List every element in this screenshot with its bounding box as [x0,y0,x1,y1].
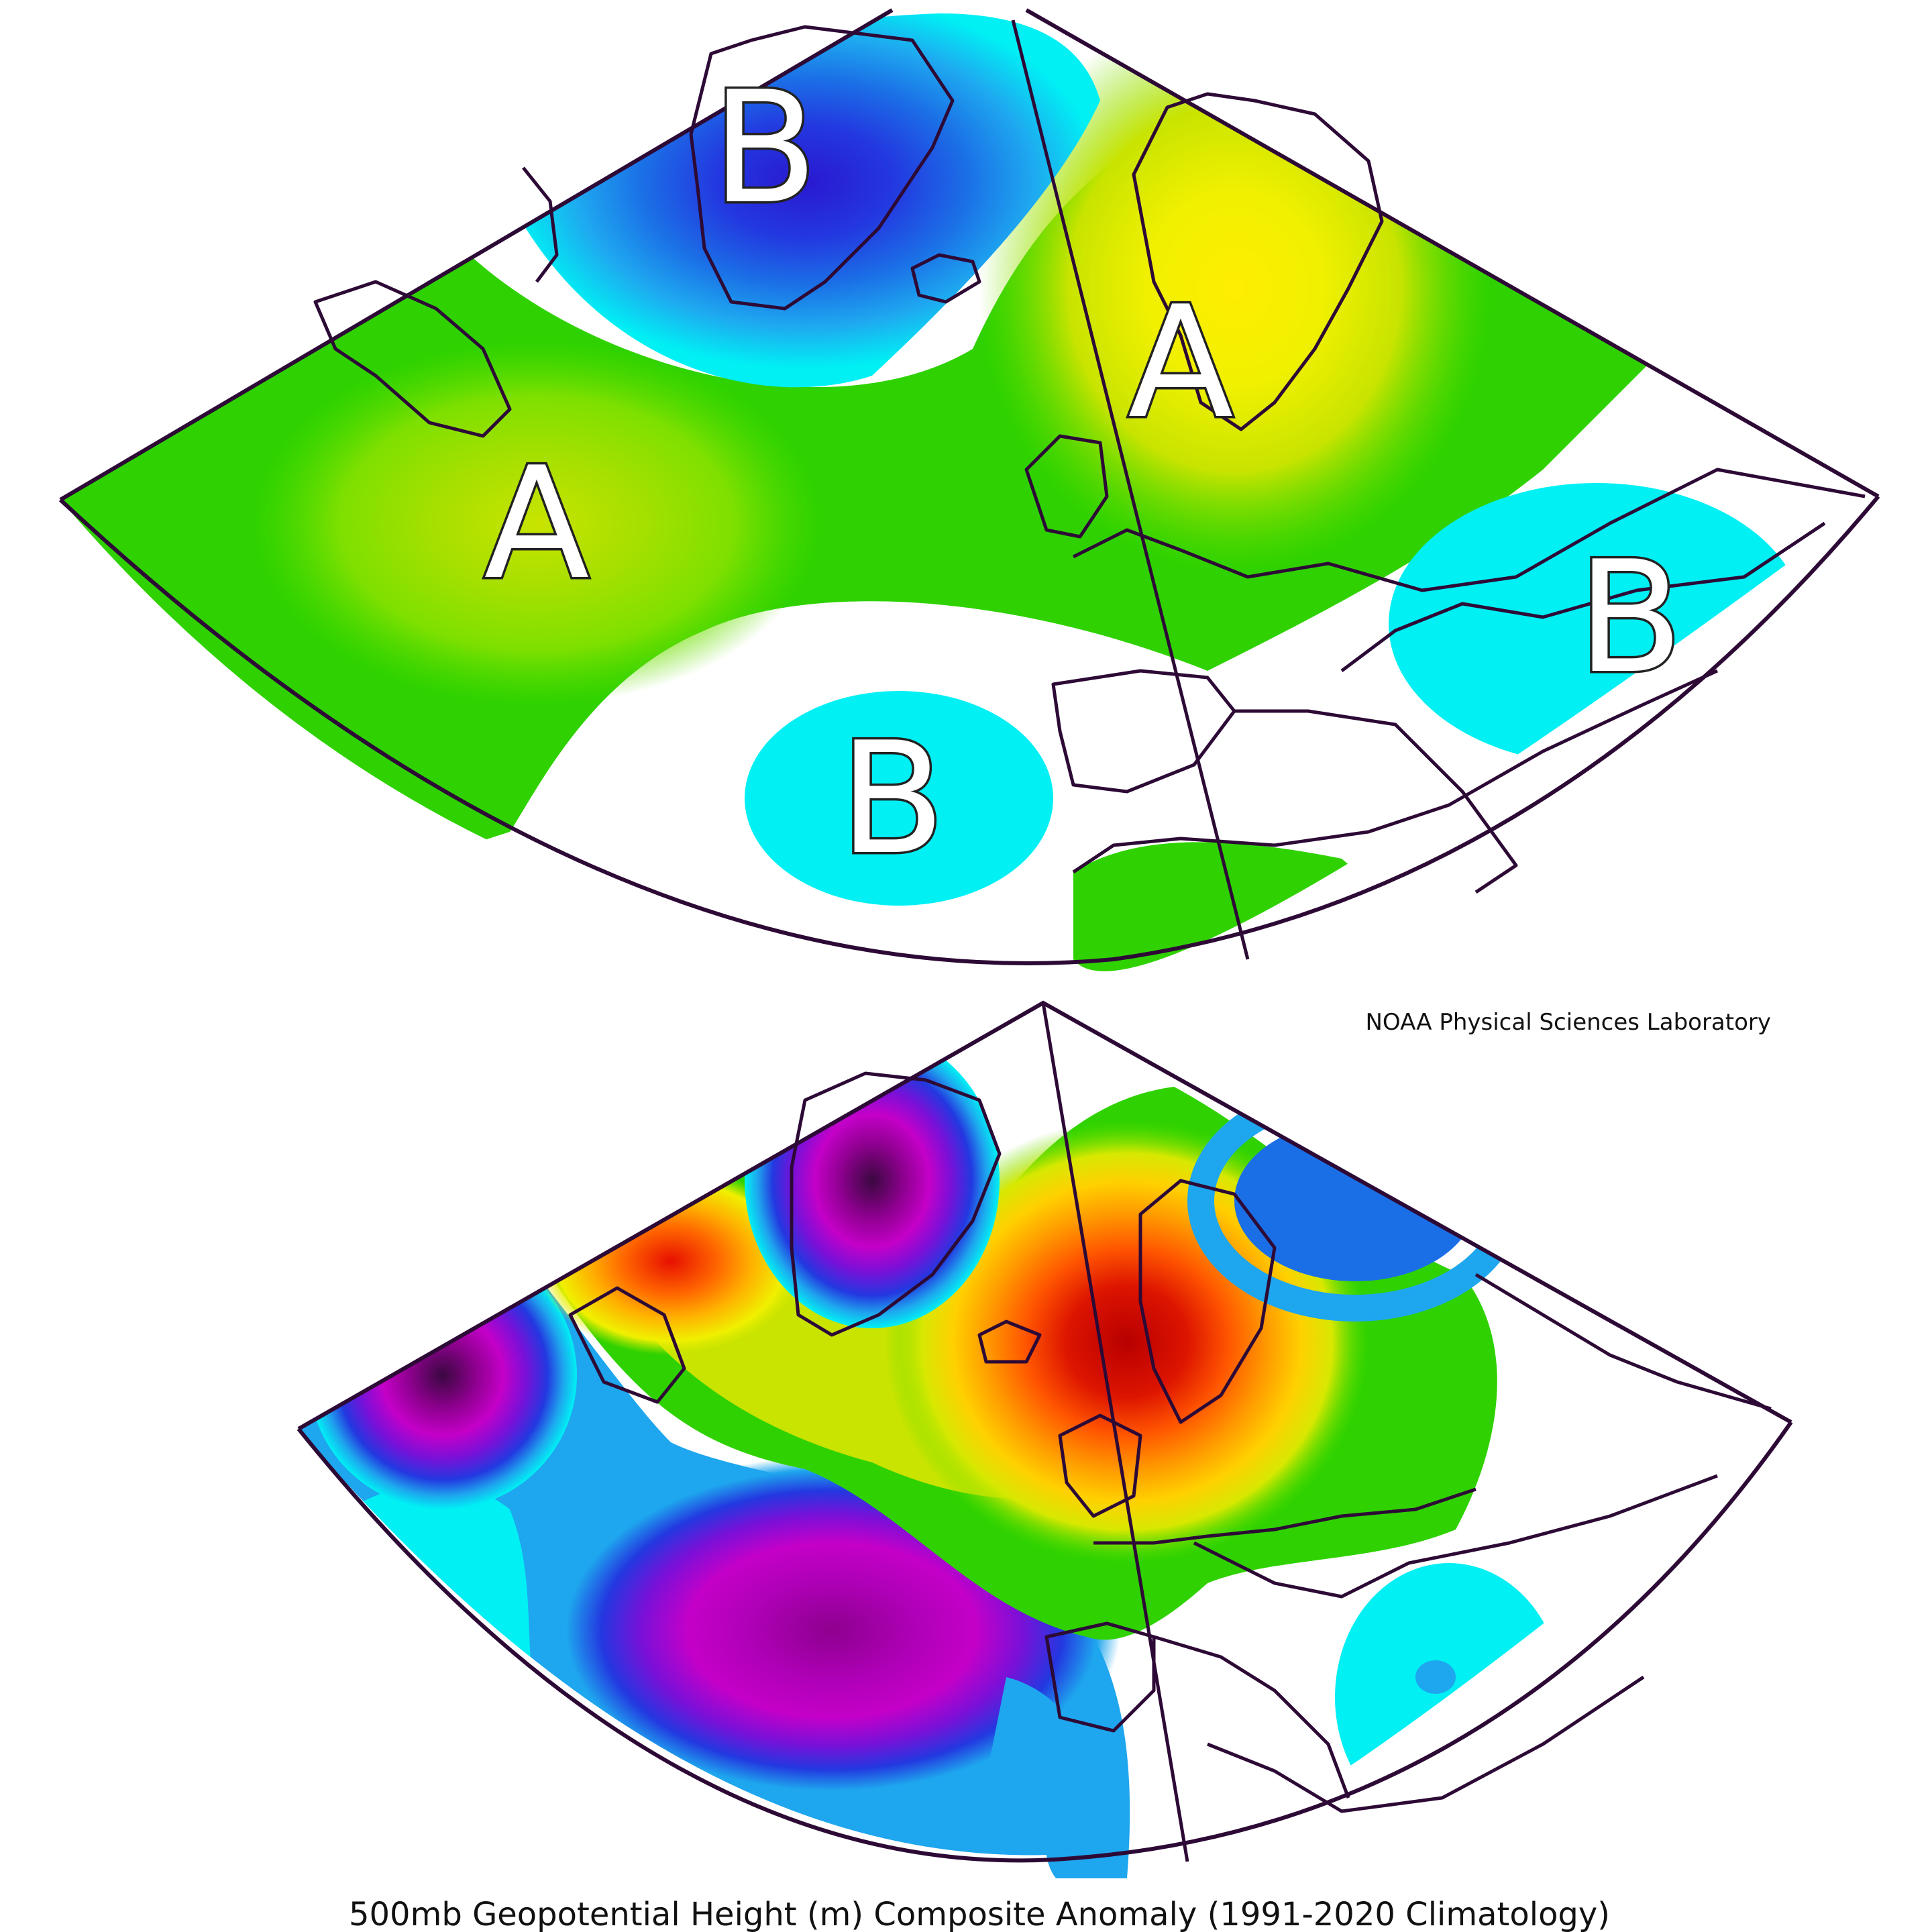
top-map-coastlines [313,25,1866,894]
low-center-label: B [839,710,945,889]
bottom-map [297,1000,1793,1878]
top-map-meridian [1011,19,1250,960]
high-center-label: A [1128,274,1233,453]
credit-text: NOAA Physical Sciences Laboratory [1365,1009,1771,1036]
top-map-outline [58,8,1880,965]
bottom-map-coastlines [568,1071,1772,1813]
figure-caption: 500mb Geopotential Height (m) Composite … [349,1896,1610,1932]
low-center-label: B [1577,529,1683,708]
bottom-map-outline [297,1000,1793,1863]
bottom-map-meridian [1041,1002,1189,1862]
low-center-label: B [712,59,818,238]
top-map-field [60,10,1805,971]
bottom-map-field [299,1003,1791,1878]
top-map: B A A B B [58,8,1880,971]
high-center-label: A [484,435,589,614]
